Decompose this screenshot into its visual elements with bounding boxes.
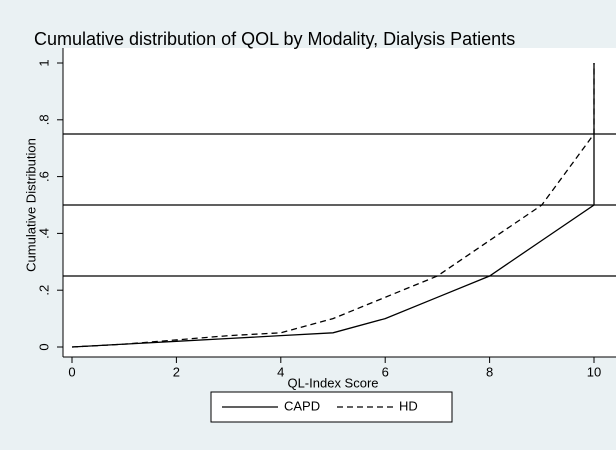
y-tick-label: .2 [36, 285, 51, 296]
plot-area [63, 48, 616, 357]
y-tick-label: .8 [36, 114, 51, 125]
x-tick-label: 4 [277, 364, 284, 379]
legend-label: CAPD [284, 398, 320, 413]
legend-label: HD [399, 398, 418, 413]
x-tick-label: 10 [587, 364, 601, 379]
x-tick-label: 0 [68, 364, 75, 379]
x-tick-label: 2 [173, 364, 180, 379]
x-tick-label: 6 [382, 364, 389, 379]
chart-title: Cumulative distribution of QOL by Modali… [34, 29, 515, 49]
x-axis-label: QL-Index Score [287, 375, 378, 390]
series-line [71, 63, 595, 348]
y-tick-label: .4 [36, 228, 51, 239]
y-tick-label: 1 [36, 59, 51, 66]
x-tick-label: 8 [486, 364, 493, 379]
y-tick-label: 0 [36, 343, 51, 350]
y-axis-label: Cumulative Distribution [23, 138, 38, 272]
series-line [71, 63, 595, 348]
y-tick-label: .6 [36, 171, 51, 182]
